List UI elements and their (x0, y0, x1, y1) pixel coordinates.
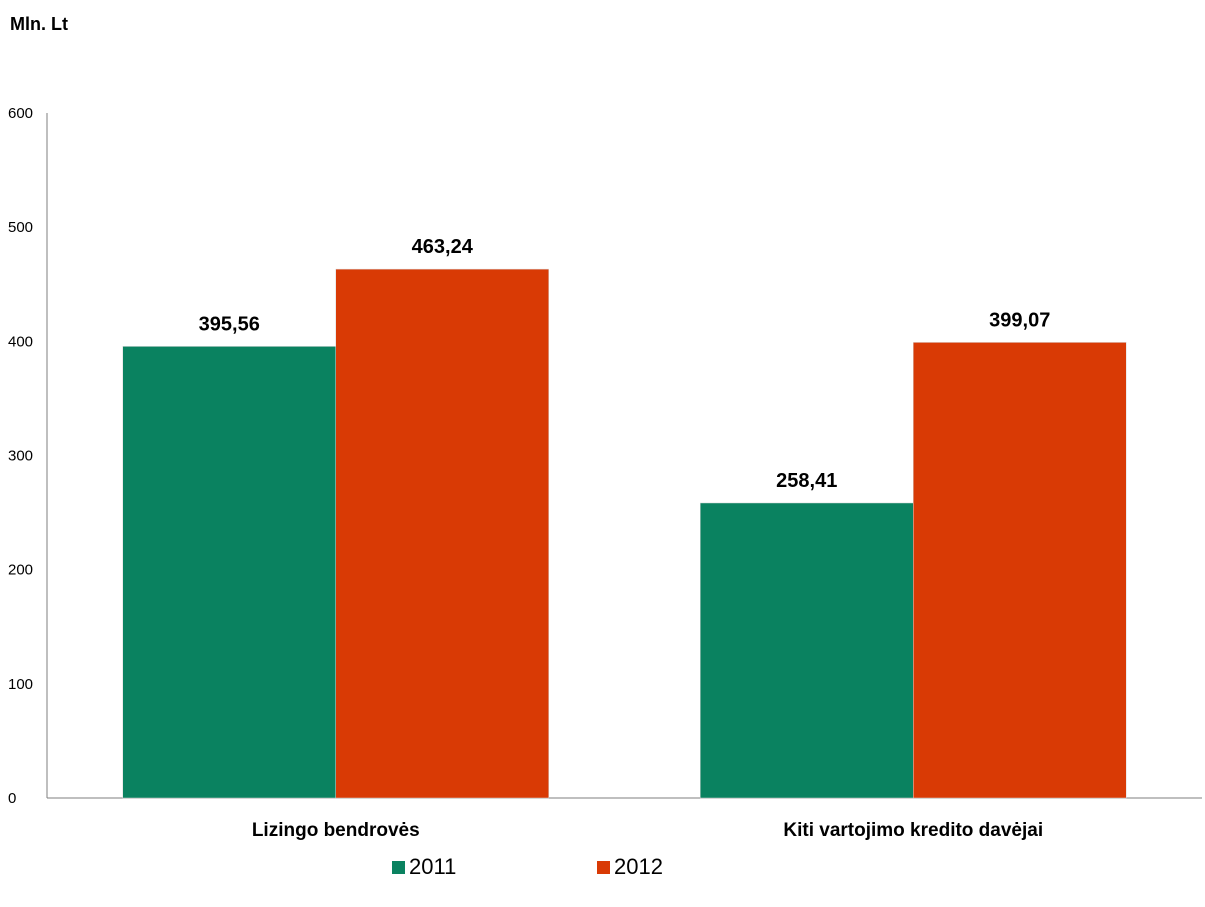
y-tick-label-0: 0 (8, 790, 16, 807)
legend-swatch-2012 (597, 860, 610, 874)
y-axis-unit-label: Mln. Lt (10, 14, 68, 34)
bar-chart: 0 100 200 300 400 500 600 395,56 463,24 258,41 39… (8, 105, 1202, 841)
legend-label-2011: 2011 (409, 854, 457, 879)
y-tick-label-200: 200 (8, 562, 33, 579)
y-tick-label-600: 600 (8, 105, 33, 122)
bar-2012-1 (913, 342, 1127, 799)
category-label-1: Kiti vartojimo kredito davėjai (783, 820, 1043, 841)
legend-item-2012: 2012 (597, 854, 663, 880)
legend-swatch-2011 (392, 860, 405, 874)
bar-2011-0 (122, 346, 336, 799)
legend-label-2012: 2012 (614, 854, 663, 879)
value-label-2012-0: 463,24 (412, 236, 474, 258)
legend: 2011 2012 (0, 854, 1205, 884)
y-tick-label-100: 100 (8, 676, 33, 693)
y-tick-label-400: 400 (8, 333, 33, 350)
value-label-2012-1: 399,07 (989, 309, 1050, 331)
y-tick-label-300: 300 (8, 448, 33, 465)
category-label-0: Lizingo bendrovės (252, 820, 420, 841)
y-tick-label-500: 500 (8, 219, 33, 236)
bar-2012-0 (335, 268, 549, 799)
value-label-2011-0: 395,56 (199, 313, 260, 335)
legend-item-2011: 2011 (392, 854, 456, 880)
value-label-2011-1: 258,41 (776, 470, 837, 492)
bar-2011-1 (700, 502, 914, 799)
